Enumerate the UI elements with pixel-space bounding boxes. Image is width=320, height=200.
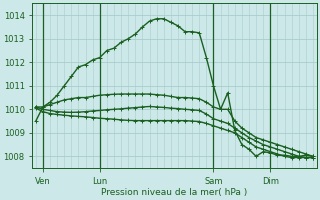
X-axis label: Pression niveau de la mer( hPa ): Pression niveau de la mer( hPa ) bbox=[101, 188, 247, 197]
